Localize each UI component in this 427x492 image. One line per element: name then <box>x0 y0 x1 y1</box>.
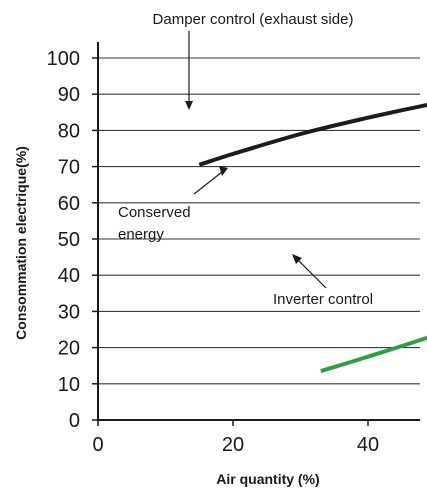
y-tick-label: 80 <box>58 120 80 142</box>
x-tick-label: 20 <box>222 434 244 456</box>
inverter-control-curve <box>320 335 427 374</box>
grid-lines <box>98 57 420 385</box>
y-tick-label: 40 <box>58 265 80 287</box>
y-axis-title: Consommation electrique(%) <box>13 146 29 340</box>
y-tick-label: 30 <box>58 301 80 323</box>
y-tick-label: 0 <box>69 410 80 432</box>
axes <box>97 42 420 421</box>
x-tick-label: 40 <box>357 434 379 456</box>
damper-pointer-head <box>185 101 193 110</box>
y-tick-label: 10 <box>58 374 80 396</box>
y-tick-label: 90 <box>58 84 80 106</box>
inverter-pointer-line <box>297 259 327 289</box>
damper-label: Damper control (exhaust side) <box>153 11 354 28</box>
conserved-pointer-head <box>219 166 228 176</box>
damper-control-curve <box>198 102 427 167</box>
x-ticks: 020406080100 <box>92 420 379 456</box>
conserved-label-line1: Conserved <box>118 204 191 221</box>
conserved-label-line2: energy <box>118 226 164 243</box>
y-tick-label: 70 <box>58 157 80 179</box>
x-axis-title: Air quantity (%) <box>216 471 319 487</box>
series <box>198 102 427 374</box>
y-tick-label: 20 <box>58 338 80 360</box>
y-tick-label: 100 <box>47 48 80 70</box>
y-tick-label: 60 <box>58 193 80 215</box>
y-tick-label: 50 <box>58 229 80 251</box>
x-tick-label: 0 <box>92 434 103 456</box>
conserved-pointer-line <box>193 171 223 195</box>
annotations: Damper control (exhaust side) Conserved … <box>118 11 373 308</box>
inverter-pointer-head <box>292 254 302 264</box>
inverter-label: Inverter control <box>273 291 373 308</box>
y-ticks: 0 10 20 30 40 50 60 70 80 90 100 <box>47 48 98 432</box>
